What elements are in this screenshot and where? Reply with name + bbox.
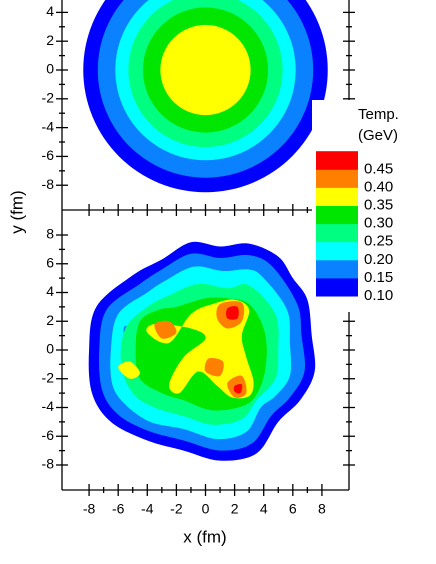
legend-swatch <box>316 187 358 206</box>
y-tick-label: 0 <box>46 341 54 357</box>
contour-band <box>118 361 141 379</box>
x-tick-label: -4 <box>141 501 154 517</box>
x-tick-label: -6 <box>112 501 125 517</box>
bottom-panel <box>88 241 316 461</box>
contour-band <box>204 357 224 377</box>
legend-swatch <box>316 169 358 188</box>
legend-label: 0.10 <box>364 287 393 304</box>
x-tick-label: 2 <box>231 501 239 517</box>
legend-label: 0.15 <box>364 269 393 286</box>
legend-title: (GeV) <box>358 127 398 144</box>
legend-swatch <box>316 259 358 279</box>
x-tick-label: 6 <box>289 501 297 517</box>
y-tick-label: -4 <box>42 118 55 134</box>
legend-swatch <box>316 277 358 297</box>
x-tick-label: 4 <box>260 501 268 517</box>
legend-swatch <box>316 223 358 243</box>
y-tick-label: -2 <box>42 369 55 385</box>
legend-label: 0.25 <box>364 233 393 250</box>
y-tick-label: 4 <box>46 283 54 299</box>
y-axis-label: y (fm) <box>7 190 26 233</box>
x-tick-label: 0 <box>202 501 210 517</box>
contour-band <box>160 24 251 116</box>
y-tick-label: -6 <box>42 147 55 163</box>
legend-swatch <box>316 151 358 170</box>
y-tick-label: 2 <box>46 312 54 328</box>
y-tick-label: -2 <box>42 90 55 106</box>
legend-label: 0.30 <box>364 215 393 232</box>
top-panel <box>83 0 328 193</box>
y-tick-label: 2 <box>46 32 54 48</box>
axes: -8 -6 -4 -2 0 2 4 -8 -6 -4 -2 0 2 4 6 8 -8 -6 -4 -2 0 2 4 6 8 <box>42 0 355 517</box>
x-tick-label: -8 <box>83 501 96 517</box>
x-tick-label: 8 <box>318 501 326 517</box>
legend-label: 0.20 <box>364 251 393 268</box>
contour-band <box>233 384 243 394</box>
y-tick-label: -8 <box>42 456 55 472</box>
y-tick-label: 0 <box>46 61 54 77</box>
y-tick-label: -4 <box>42 398 55 414</box>
y-tick-label: -8 <box>42 176 55 192</box>
x-tick-label: -2 <box>170 501 183 517</box>
contour-band <box>154 320 177 339</box>
legend-label: 0.40 <box>364 178 393 195</box>
contour-band <box>226 306 239 320</box>
y-tick-label: -6 <box>42 427 55 443</box>
legend-title: Temp. <box>358 106 399 123</box>
x-axis-label: x (fm) <box>183 527 226 546</box>
y-tick-label: 8 <box>46 226 54 242</box>
legend: Temp. (GeV) 0.100.150.200.250.30 0.350.400.… <box>312 100 422 312</box>
legend-swatch <box>316 241 358 261</box>
legend-label: 0.45 <box>364 160 393 177</box>
y-tick-label: 4 <box>46 3 54 19</box>
legend-label: 0.35 <box>364 196 393 213</box>
y-tick-label: 6 <box>46 254 54 270</box>
legend-swatch <box>316 205 358 225</box>
